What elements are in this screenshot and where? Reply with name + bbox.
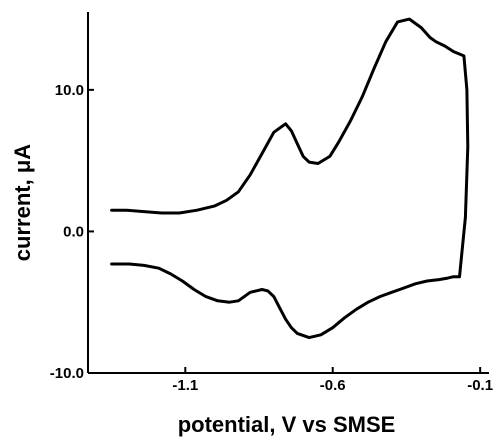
- x-axis-title: potential, V vs SMSE: [178, 412, 396, 437]
- y-tick-label: 10.0: [55, 82, 84, 99]
- y-tick-label: -10.0: [50, 365, 84, 382]
- x-tick-label: -1.1: [172, 377, 198, 394]
- y-tick-label: 0.0: [63, 223, 84, 240]
- x-tick-label: -0.1: [467, 377, 493, 394]
- voltammogram-curve: [110, 17, 470, 340]
- y-axis-title: current, μA: [10, 144, 35, 261]
- labels: -10.0 0.0 10.0 -1.1 -0.6 -0.1 potential, V vs …: [10, 82, 493, 437]
- x-tick-label: -0.6: [320, 377, 346, 394]
- series-layer: [110, 17, 470, 340]
- axes: [87, 12, 489, 374]
